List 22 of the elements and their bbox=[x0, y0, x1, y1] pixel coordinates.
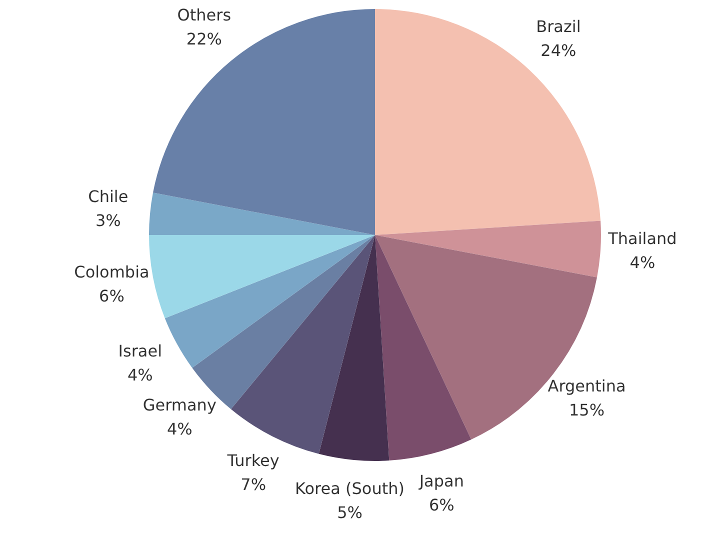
data-label: 6% bbox=[428, 496, 454, 515]
slice-label: Colombia bbox=[74, 262, 150, 282]
slice-label: Germany bbox=[142, 396, 216, 415]
data-label: 5% bbox=[337, 502, 362, 522]
data-label: 6% bbox=[99, 286, 124, 306]
data-label: 3% bbox=[95, 210, 121, 230]
data-label: 4% bbox=[166, 420, 192, 439]
slice-label: Korea (South) bbox=[295, 478, 404, 498]
slice-label: Japan bbox=[418, 472, 464, 491]
slice-label: Brazil bbox=[536, 16, 581, 36]
slice-label: Israel bbox=[118, 341, 162, 360]
slice-label: Turkey bbox=[226, 450, 280, 470]
data-label: 15% bbox=[568, 400, 605, 420]
slice-label: Argentina bbox=[548, 376, 626, 396]
slice-label: Others bbox=[177, 6, 232, 25]
data-label: 24% bbox=[540, 40, 576, 60]
slice-label: Chile bbox=[88, 186, 128, 206]
data-label: 7% bbox=[240, 474, 266, 494]
slice-label: Thailand bbox=[607, 228, 677, 248]
data-label: 4% bbox=[127, 365, 153, 384]
data-label: 22% bbox=[186, 30, 222, 49]
data-label: 4% bbox=[630, 252, 656, 272]
